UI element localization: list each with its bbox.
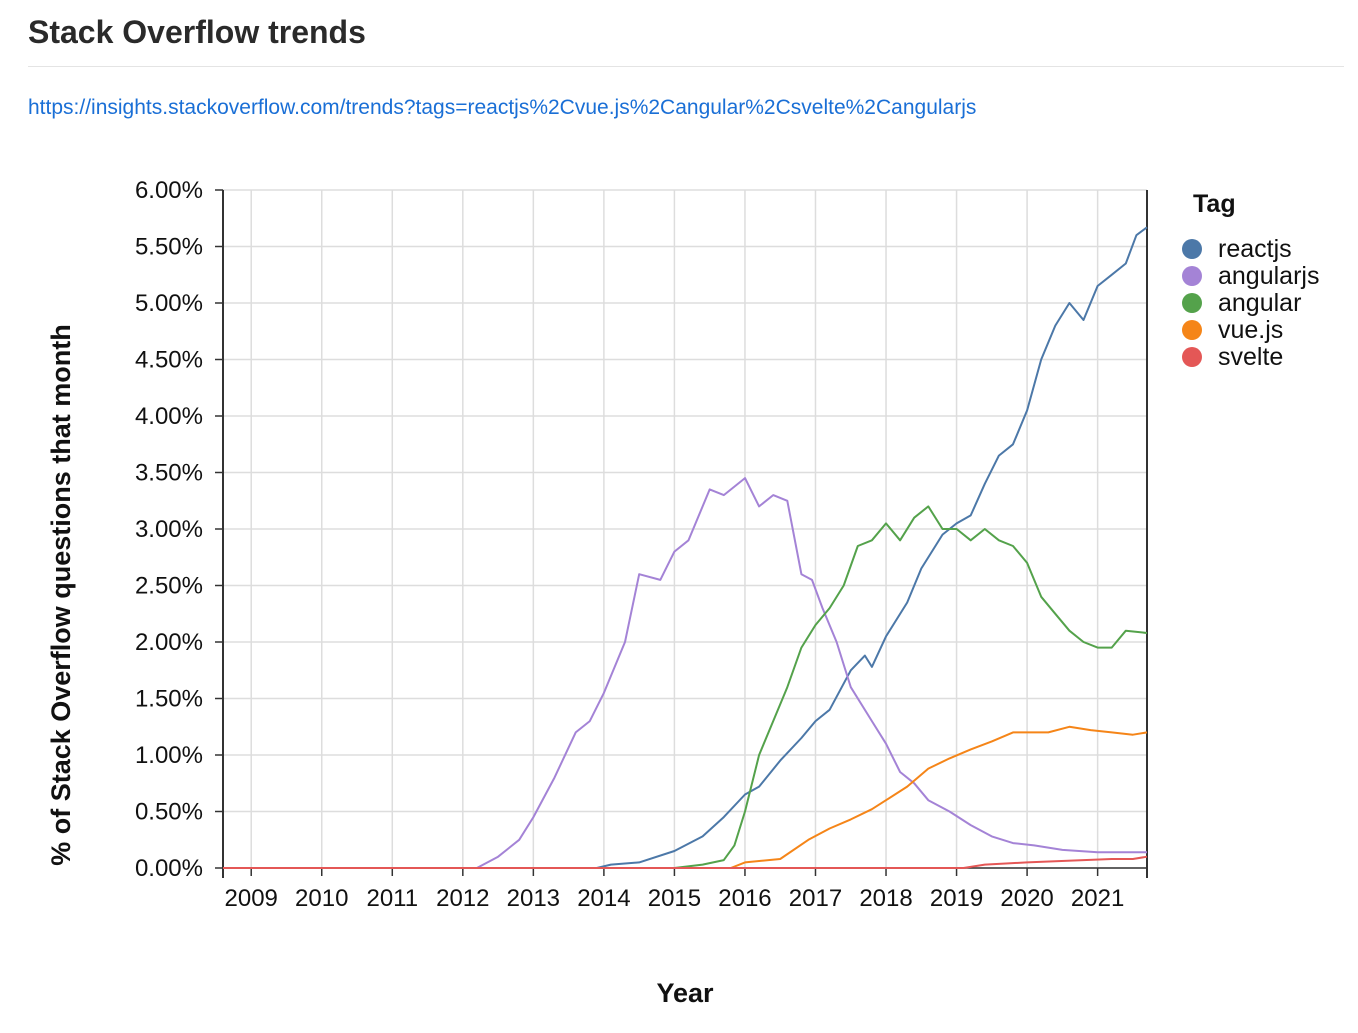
x-tick-label: 2016 (718, 885, 771, 912)
legend-label-vue-js: vue.js (1218, 316, 1283, 344)
axes (215, 189, 1148, 878)
title-divider (28, 66, 1344, 67)
x-tick-label: 2019 (930, 885, 983, 912)
trends-link[interactable]: https://insights.stackoverflow.com/trend… (28, 96, 977, 119)
y-tick-label: 1.00% (135, 742, 203, 769)
series-line-angularjs (223, 477, 1147, 869)
legend-label-svelte: svelte (1218, 343, 1283, 371)
series-line-angular (223, 505, 1148, 869)
x-tick-label: 2014 (577, 885, 630, 912)
x-tick-label: 2021 (1071, 885, 1124, 912)
y-tick-label: 2.00% (135, 629, 203, 656)
legend-swatch-angularjs (1182, 266, 1202, 286)
series-lines (223, 226, 1148, 869)
x-tick-label: 2020 (1000, 885, 1053, 912)
x-tick-label: 2013 (507, 885, 560, 912)
legend-label-angularjs: angularjs (1218, 262, 1319, 290)
y-tick-label: 2.50% (135, 573, 203, 600)
x-tick-label: 2018 (859, 885, 912, 912)
legend-swatch-reactjs (1182, 239, 1202, 259)
x-tick-label: 2017 (789, 885, 842, 912)
y-tick-label: 1.50% (135, 686, 203, 713)
x-tick-label: 2010 (295, 885, 348, 912)
series-line-reactjs (223, 226, 1148, 869)
legend-label-reactjs: reactjs (1218, 235, 1292, 263)
y-tick-label: 3.00% (135, 516, 203, 543)
y-tick-label: 4.50% (135, 347, 203, 374)
y-tick-label: 5.00% (135, 290, 203, 317)
series-line-vue-js (223, 725, 1148, 869)
page-title: Stack Overflow trends (28, 14, 366, 50)
y-axis-title: % of Stack Overflow questions that month (46, 324, 76, 866)
legend-swatch-vue-js (1182, 320, 1202, 340)
series-line-svelte (223, 855, 1148, 869)
y-tick-label: 4.00% (135, 403, 203, 430)
x-tick-labels: 2009 2010 2011 2012 2013 2014 2015 2016 2017 2018… (225, 885, 1125, 912)
y-tick-label: 0.00% (135, 855, 203, 882)
legend-swatch-angular (1182, 293, 1202, 313)
y-tick-label: 5.50% (135, 234, 203, 261)
grid-lines (223, 189, 1147, 869)
x-tick-label: 2015 (648, 885, 701, 912)
y-tick-labels: 0.00% 0.50% 1.00% 1.50% 2.00% 2.50% 3.00% 3.50%… (135, 177, 203, 882)
x-axis-title: Year (656, 978, 714, 1008)
legend-title: Tag (1193, 190, 1236, 218)
x-tick-label: 2009 (225, 885, 278, 912)
x-tick-label: 2012 (436, 885, 489, 912)
legend-label-angular: angular (1218, 289, 1301, 317)
y-tick-label: 6.00% (135, 177, 203, 204)
y-tick-label: 3.50% (135, 460, 203, 487)
legend-swatch-svelte (1182, 347, 1202, 367)
x-tick-label: 2011 (366, 885, 418, 912)
y-tick-label: 0.50% (135, 799, 203, 826)
